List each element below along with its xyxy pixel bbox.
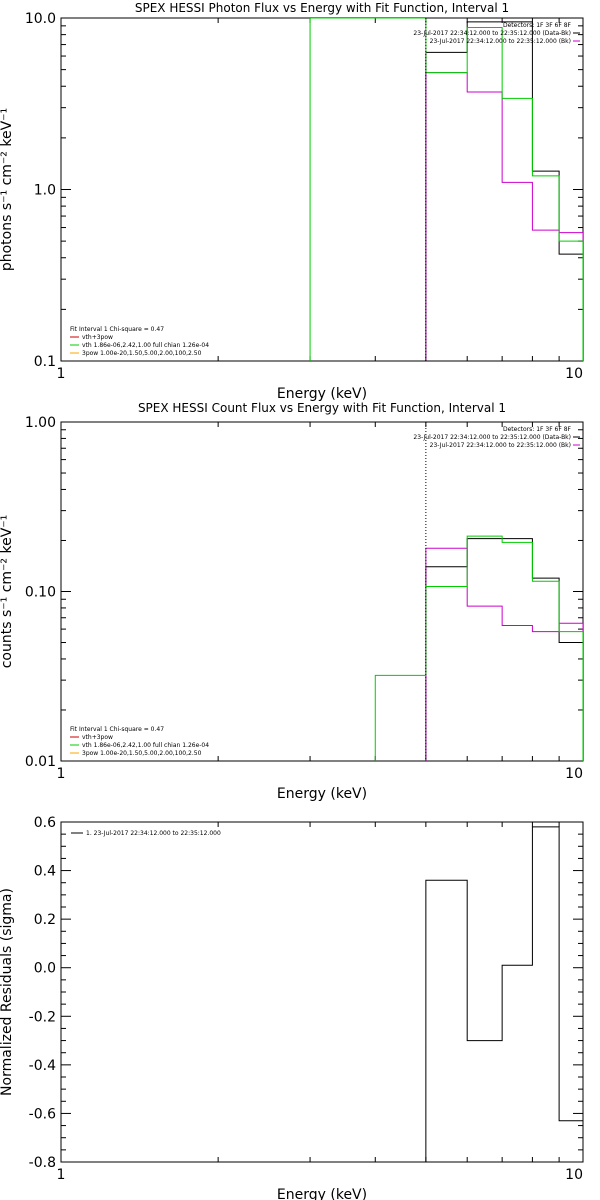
series-line xyxy=(425,21,583,361)
legend-bottom-text: vth+3pow xyxy=(82,334,113,341)
series-group xyxy=(425,826,583,1162)
y-tick-label: 10.0 xyxy=(25,11,56,27)
series-line xyxy=(425,538,583,761)
series-line xyxy=(425,547,583,761)
legend-top-text: 23-Jul-2017 22:34:12.000 to 22:35:12.000… xyxy=(430,38,571,45)
legend-bottom-text: Fit Interval 1 Chi-square = 0.47 xyxy=(70,726,164,733)
legend-top-text: 23-Jul-2017 22:34:12.000 to 22:35:12.000… xyxy=(413,30,571,37)
series-line xyxy=(425,826,583,1162)
x-tick-label: 1 xyxy=(57,366,66,382)
legend-bottom-text: vth+3pow xyxy=(82,734,113,741)
series-group xyxy=(374,535,583,761)
y-tick-label: -0.4 xyxy=(29,1058,56,1074)
legend-top-text: 1. 23-Jul-2017 22:34:12.000 to 22:35:12.… xyxy=(86,830,221,837)
x-tick-label: 10 xyxy=(565,366,583,382)
chart-title: SPEX HESSI Photon Flux vs Energy with Fi… xyxy=(135,1,509,15)
plot-frame xyxy=(60,17,584,362)
legend-bottom-text: Fit Interval 1 Chi-square = 0.47 xyxy=(70,326,164,333)
y-tick-label: -0.2 xyxy=(29,1009,56,1025)
y-tick-label: 0.4 xyxy=(34,864,56,880)
y-tick-label: 0.6 xyxy=(34,815,56,831)
x-axis-label: Energy (keV) xyxy=(277,1187,367,1200)
chart-panel-1: SPEX HESSI Photon Flux vs Energy with Fi… xyxy=(0,1,584,402)
y-tick-label: 0.01 xyxy=(25,754,56,770)
legend-top-text: 23-Jul-2017 22:34:12.000 to 22:35:12.000… xyxy=(430,442,571,449)
legend-bottom-text: 3pow 1.00e-20,1.50,5.00,2.00,100,2.50 xyxy=(82,750,202,757)
legend-top-text: Detectors: 1F 3F 6F 8F xyxy=(503,22,572,29)
y-tick-label: 1.00 xyxy=(25,415,56,431)
y-tick-label: 0.1 xyxy=(34,354,56,370)
legend-bottom-text: 3pow 1.00e-20,1.50,5.00,2.00,100,2.50 xyxy=(82,350,202,357)
y-tick-label: 0.0 xyxy=(34,961,56,977)
y-tick-label: -0.6 xyxy=(29,1106,56,1122)
plot-frame xyxy=(60,821,584,1163)
y-axis-label: Normalized Residuals (sigma) xyxy=(0,888,15,1096)
x-tick-label: 1 xyxy=(57,766,66,782)
legend-bottom-text: vth 1.86e-06,2.42,1.00 full chian 1.26e-… xyxy=(82,742,209,749)
y-axis-label: photons s⁻¹ cm⁻² keV⁻¹ xyxy=(0,108,15,271)
legend-bottom-text: vth 1.86e-06,2.42,1.00 full chian 1.26e-… xyxy=(82,342,209,349)
plot-frame xyxy=(60,421,584,762)
y-axis-label: counts s⁻¹ cm⁻² keV⁻¹ xyxy=(0,515,15,669)
y-tick-label: 0.10 xyxy=(25,585,56,601)
y-tick-label: 0.2 xyxy=(34,912,56,928)
series-group xyxy=(309,18,583,361)
series-line xyxy=(309,18,583,361)
chart-panel-2: SPEX HESSI Count Flux vs Energy with Fit… xyxy=(0,401,584,802)
x-tick-label: 1 xyxy=(57,1167,66,1183)
legend-top-text: Detectors: 1F 3F 6F 8F xyxy=(503,426,572,433)
chart-panel-3: 1 10 -0.8 -0.6 -0.4 -0.2 0.0 0.2 0.4 0.6 Energy (k… xyxy=(0,815,584,1200)
x-axis-label: Energy (keV) xyxy=(277,386,367,402)
x-tick-label: 10 xyxy=(565,1167,583,1183)
y-tick-label: 1.0 xyxy=(34,183,56,199)
y-tick-label: -0.8 xyxy=(29,1155,56,1171)
chart-title: SPEX HESSI Count Flux vs Energy with Fit… xyxy=(138,401,506,415)
legend-top-text: 23-Jul-2017 22:34:12.000 to 22:35:12.000… xyxy=(413,434,571,441)
x-tick-label: 10 xyxy=(565,766,583,782)
series-line xyxy=(374,535,583,761)
x-axis-label: Energy (keV) xyxy=(277,786,367,802)
